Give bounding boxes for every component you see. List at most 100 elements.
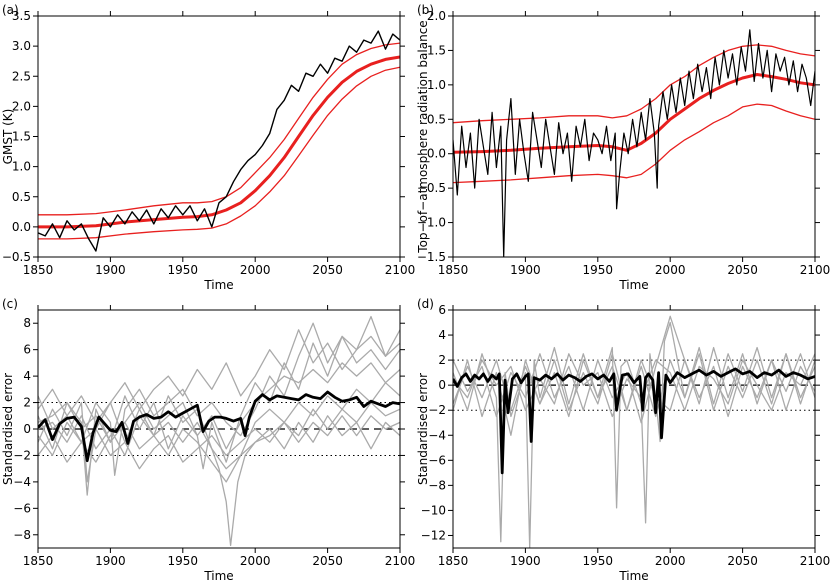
y-tick-label: 1.0 xyxy=(427,78,446,92)
x-axis-title: Time xyxy=(203,569,233,583)
y-tick-label: −1.0 xyxy=(417,216,446,230)
y-tick-label: 0 xyxy=(23,422,31,436)
x-axis-title: Time xyxy=(618,278,648,292)
series-line-mean xyxy=(453,73,815,154)
y-tick-label: 0 xyxy=(438,378,446,392)
y-tick-label: 1.5 xyxy=(427,43,446,57)
series-line-ensemble-member xyxy=(38,382,400,483)
series-line-lower xyxy=(38,66,400,240)
x-tick-label: 2100 xyxy=(385,263,416,277)
panel-tag: (d) xyxy=(417,297,434,311)
series-line-ensemble-mean xyxy=(38,390,400,463)
series-line-ensemble-member xyxy=(38,315,400,476)
plot-area xyxy=(453,315,815,548)
y-axis-title: Top−of−atmosphere radiation balance xyxy=(416,20,430,253)
panel-a: 1850 1900 1950 2000 2050 2100 −0.5 0.0 0.5 1.0 1.5… xyxy=(1,3,415,292)
panel-b: 1850 1900 1950 2000 2050 2100 −1.5 −1.0 −0.5 0.0 0… xyxy=(416,3,830,292)
y-axis-title: GMST (K) xyxy=(1,109,15,165)
y-tick-label: −6 xyxy=(13,501,31,515)
x-tick-label: 2100 xyxy=(385,554,416,568)
x-tick-label: 1900 xyxy=(95,554,126,568)
y-tick-label: −0.5 xyxy=(2,250,31,264)
x-tick-label: 2100 xyxy=(800,554,830,568)
y-tick-label: −2 xyxy=(428,403,446,417)
y-tick-label: −10 xyxy=(421,503,446,517)
x-tick-label: 1850 xyxy=(23,554,54,568)
series-line-ensemble-member xyxy=(453,321,815,548)
x-tick-label: 2000 xyxy=(240,263,271,277)
y-tick-label: 0.0 xyxy=(427,147,446,161)
x-axis-title: Time xyxy=(203,278,233,292)
x-axis-title: Time xyxy=(618,569,648,583)
y-tick-label: −2 xyxy=(13,448,31,462)
plot-area xyxy=(453,29,815,257)
y-tick-label: 2 xyxy=(438,353,446,367)
y-tick-label: 2.0 xyxy=(427,9,446,23)
plot-area xyxy=(38,30,400,252)
x-tick-label: 1850 xyxy=(438,554,469,568)
y-tick-label: 2.0 xyxy=(12,99,31,113)
y-tick-label: 3.5 xyxy=(12,9,31,23)
series-line-ensemble-mean xyxy=(453,367,815,475)
series-line-upper xyxy=(38,42,400,216)
y-axis-title: Standardised error xyxy=(416,373,430,485)
x-tick-label: 2050 xyxy=(727,263,758,277)
y-tick-label: −12 xyxy=(421,528,446,542)
plot-frame xyxy=(452,309,816,549)
panel-tag: (c) xyxy=(2,297,18,311)
y-tick-label: 0.5 xyxy=(427,112,446,126)
series-line-ensemble-member xyxy=(453,353,815,418)
series-line-ensemble-member xyxy=(38,395,400,547)
x-tick-label: 2000 xyxy=(655,554,686,568)
y-tick-label: −8 xyxy=(428,478,446,492)
series-line-lower xyxy=(453,103,815,184)
y-tick-label: 0.5 xyxy=(12,190,31,204)
y-tick-label: 2 xyxy=(23,396,31,410)
x-tick-label: 2000 xyxy=(655,263,686,277)
y-tick-label: 1.5 xyxy=(12,130,31,144)
y-tick-label: −8 xyxy=(13,528,31,542)
x-tick-label: 1950 xyxy=(583,554,614,568)
x-tick-label: 2100 xyxy=(800,263,830,277)
x-tick-label: 2050 xyxy=(727,554,758,568)
y-tick-label: −1.5 xyxy=(417,250,446,264)
y-tick-label: 0.0 xyxy=(12,220,31,234)
x-tick-label: 1850 xyxy=(23,263,54,277)
y-tick-label: −4 xyxy=(428,428,446,442)
x-tick-label: 1900 xyxy=(510,263,541,277)
y-tick-label: 8 xyxy=(23,316,31,330)
panel-tag: (a) xyxy=(2,3,19,17)
series-line-upper xyxy=(453,44,815,124)
series-line-realisation xyxy=(38,30,400,252)
y-tick-label: 6 xyxy=(438,303,446,317)
y-tick-label: 2.5 xyxy=(12,69,31,83)
y-tick-label: 4 xyxy=(438,328,446,342)
series-line-mean xyxy=(38,55,400,229)
y-tick-label: −0.5 xyxy=(417,181,446,195)
panel-c: 1850 1900 1950 2000 2050 2100 −8 −6 −4 −2 0 2 4 6 8 Tim… xyxy=(1,297,415,583)
plot-area xyxy=(38,315,400,547)
panel-d: 1850 1900 1950 2000 2050 2100 −12 −10 −8 −6 −4 −2 0 2… xyxy=(416,297,830,583)
series-line-ensemble-member xyxy=(453,359,815,436)
x-tick-label: 1950 xyxy=(168,263,199,277)
x-tick-label: 1900 xyxy=(510,554,541,568)
series-line-realisation xyxy=(453,29,815,257)
y-tick-label: 4 xyxy=(23,369,31,383)
y-tick-label: 1.0 xyxy=(12,160,31,174)
y-tick-label: −4 xyxy=(13,475,31,489)
series-line-ensemble-member xyxy=(38,415,400,470)
x-tick-label: 1900 xyxy=(95,263,126,277)
x-tick-label: 2050 xyxy=(312,263,343,277)
x-tick-label: 1850 xyxy=(438,263,469,277)
plot-frame xyxy=(452,15,816,258)
y-tick-label: 3.0 xyxy=(12,39,31,53)
y-tick-label: −6 xyxy=(428,453,446,467)
x-tick-label: 2000 xyxy=(240,554,271,568)
x-tick-label: 1950 xyxy=(168,554,199,568)
panel-tag: (b) xyxy=(417,3,434,17)
y-tick-label: 6 xyxy=(23,343,31,357)
y-axis-title: Standardised error xyxy=(1,373,15,485)
series-line-ensemble-member xyxy=(38,401,400,470)
x-tick-label: 1950 xyxy=(583,263,614,277)
